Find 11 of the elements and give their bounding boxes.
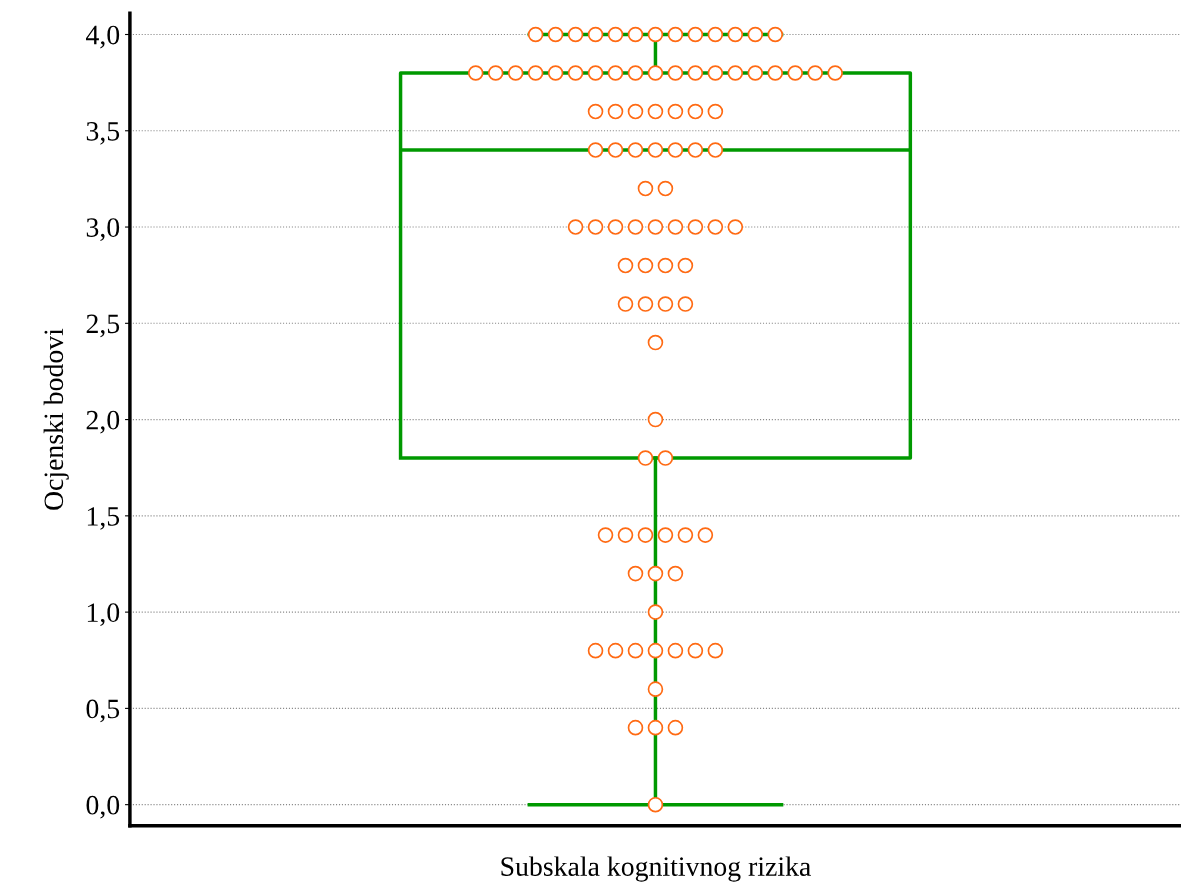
x-tick-label: Subskala kognitivnog rizika [501,856,811,882]
y-tick-label: 1,5 [87,507,120,530]
y-tick-label: 4,0 [86,25,120,49]
y-tick-label: 0,0 [86,795,120,819]
y-tick-label: 2,5 [86,314,120,338]
y-axis-title: Ocjenski bodovi [43,328,69,510]
y-tick-label: 2,0 [86,410,120,434]
y-tick-label: 1,0 [87,603,120,627]
y-tick-label: 3,5 [86,122,120,145]
y-tick-label: 3,0 [86,218,120,241]
y-tick-label: 0,5 [86,699,120,723]
